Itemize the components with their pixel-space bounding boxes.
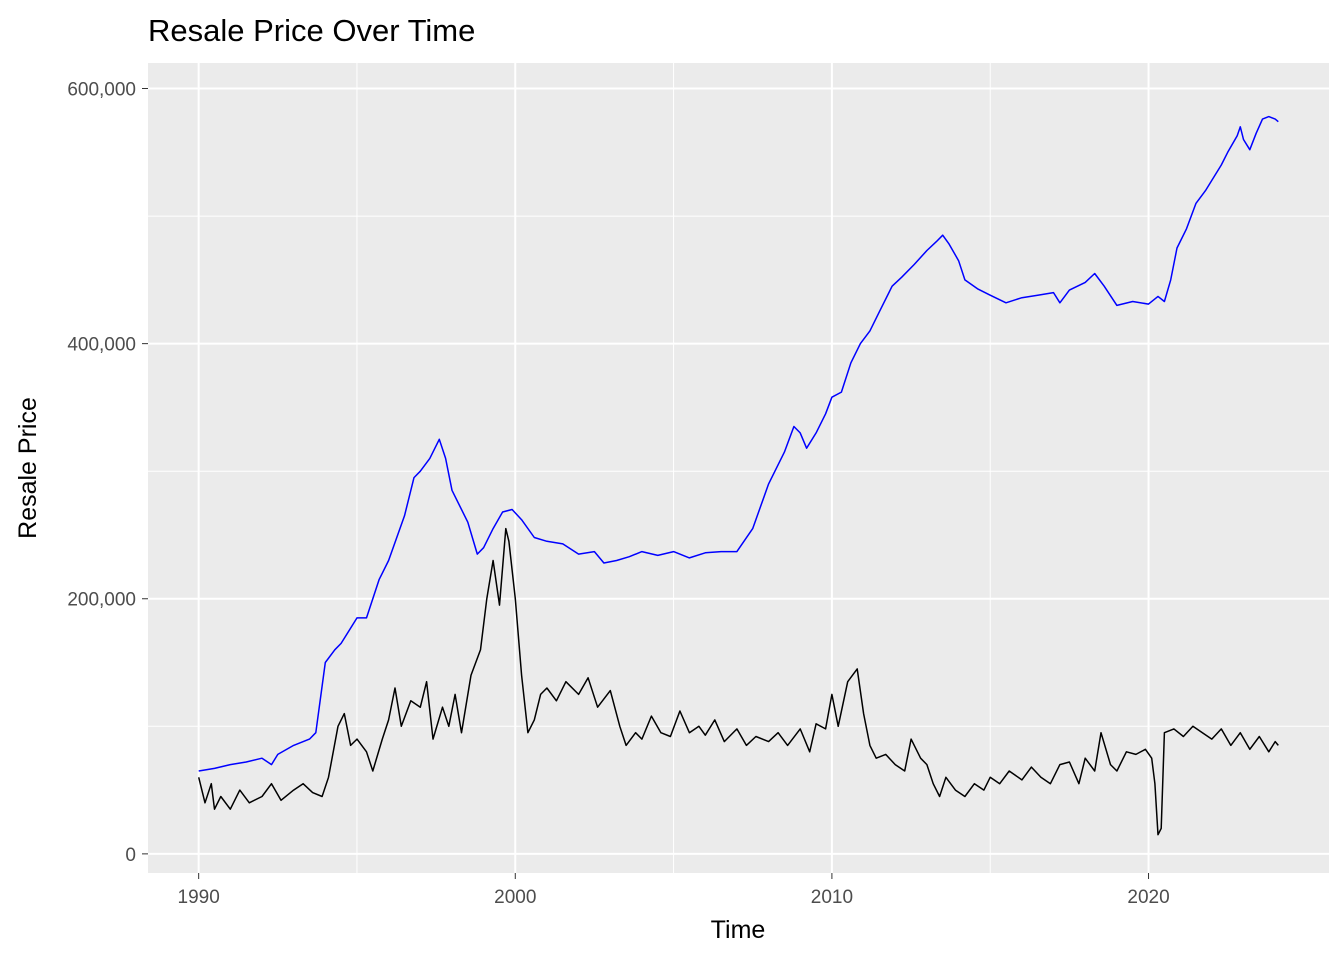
x-axis-title: Time xyxy=(711,916,766,944)
y-tick-label: 0 xyxy=(125,845,136,866)
y-tick-label: 200,000 xyxy=(67,590,136,611)
y-axis-title: Resale Price xyxy=(14,397,42,539)
x-tick-label: 2010 xyxy=(811,887,853,908)
chart-title: Resale Price Over Time xyxy=(148,13,475,48)
x-tick-label: 2020 xyxy=(1127,887,1169,908)
y-axis: 0 200,000 400,000 600,000 xyxy=(67,80,148,866)
x-tick-label: 2000 xyxy=(494,887,536,908)
x-tick-label: 1990 xyxy=(178,887,220,908)
x-axis: 1990 2000 2010 2020 xyxy=(178,873,1170,908)
y-tick-label: 600,000 xyxy=(67,80,136,101)
y-tick-label: 400,000 xyxy=(67,335,136,356)
plot-panel xyxy=(148,63,1329,873)
